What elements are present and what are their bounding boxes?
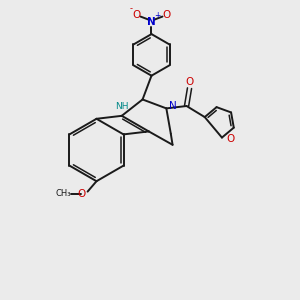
- Text: O: O: [185, 76, 194, 87]
- Text: O: O: [132, 10, 140, 20]
- Text: O: O: [163, 10, 171, 20]
- Text: O: O: [227, 134, 235, 144]
- Text: CH₃: CH₃: [56, 190, 71, 199]
- Text: N: N: [169, 101, 177, 111]
- Text: O: O: [77, 189, 85, 199]
- Text: -: -: [129, 4, 132, 13]
- Text: NH: NH: [116, 102, 129, 111]
- Text: N: N: [147, 17, 156, 27]
- Text: +: +: [154, 11, 161, 20]
